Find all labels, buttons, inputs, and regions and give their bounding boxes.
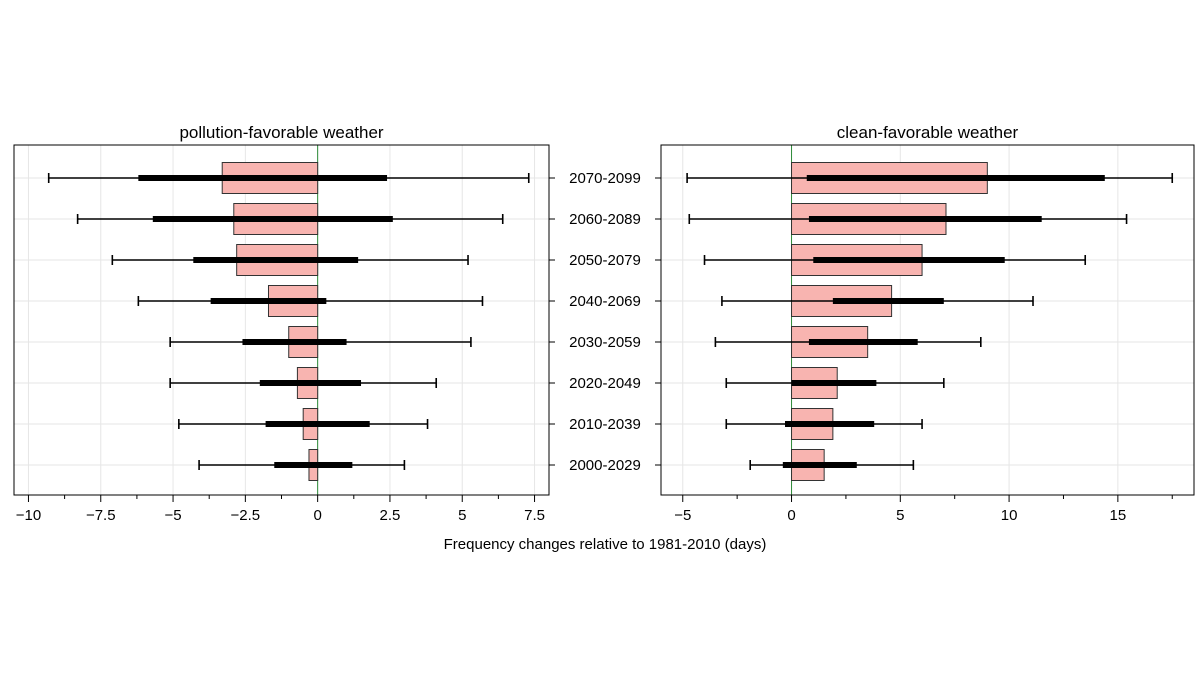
category-label: 2020-2049 — [569, 375, 641, 392]
x-tick-label: 0 — [313, 507, 321, 524]
chart-title-pollution: pollution-favorable weather — [179, 123, 383, 142]
x-tick-label: 5 — [458, 507, 466, 524]
category-labels: 2070-2099 2060-2089 2050-2079 2040-2069 2030… — [569, 170, 641, 474]
category-label: 2010-2039 — [569, 416, 641, 433]
x-axis-label: Frequency changes relative to 1981-2010 … — [444, 536, 767, 553]
category-label: 2000-2029 — [569, 457, 641, 474]
x-tick-label: 10 — [1001, 507, 1018, 524]
category-label: 2060-2089 — [569, 211, 641, 228]
x-tick-label: −2.5 — [231, 507, 261, 524]
x-tick-label: 0 — [787, 507, 795, 524]
category-label: 2070-2099 — [569, 170, 641, 187]
x-tick-label: −10 — [16, 507, 41, 524]
x-tick-label: −5 — [164, 507, 181, 524]
category-label: 2030-2059 — [569, 334, 641, 351]
x-tick-label: −7.5 — [86, 507, 116, 524]
panel-clean-favorable: clean-favorable weather −5 0 5 10 15 — [655, 123, 1195, 524]
x-tick-label: −5 — [674, 507, 691, 524]
panel-pollution-favorable: pollution-favorable weather −10 −7.5 −5 −2.… — [13, 123, 555, 524]
plot-frame — [13, 144, 550, 496]
x-tick-label: 15 — [1110, 507, 1127, 524]
category-label: 2050-2079 — [569, 252, 641, 269]
x-tick-label: 7.5 — [524, 507, 545, 524]
category-label: 2040-2069 — [569, 293, 641, 310]
plot-frame — [660, 144, 1195, 496]
x-tick-label: 2.5 — [380, 507, 401, 524]
chart-title-clean: clean-favorable weather — [837, 123, 1019, 142]
x-tick-label: 5 — [896, 507, 904, 524]
